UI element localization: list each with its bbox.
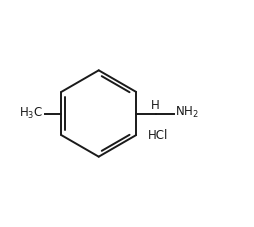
Text: H: H [151,99,159,112]
Text: HCl: HCl [147,129,167,142]
Text: NH$_2$: NH$_2$ [174,105,198,120]
Text: H$_3$C: H$_3$C [19,106,43,121]
